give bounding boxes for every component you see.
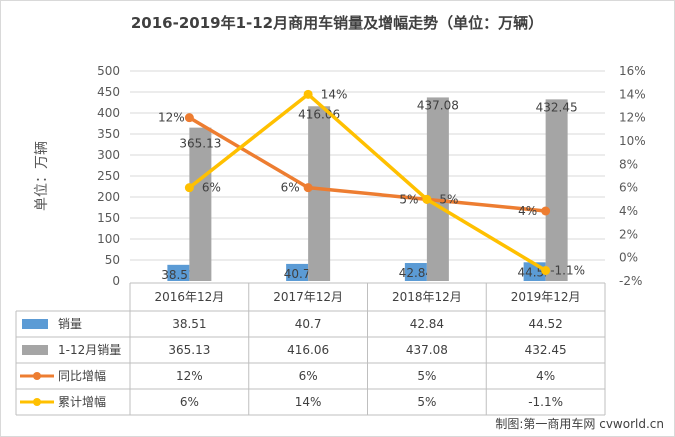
line-data-label: 12%: [158, 111, 185, 125]
bar-cumulative: [426, 97, 449, 282]
y2-tick-label: 0%: [619, 251, 638, 265]
y-axis-label: 单位：万辆: [34, 141, 50, 211]
y-tick-label: 150: [97, 211, 120, 225]
table-cell: 6%: [180, 395, 199, 409]
y2-tick-label: 16%: [619, 64, 646, 78]
y-tick-label: 200: [97, 190, 120, 204]
bars: 38.51365.1340.7416.0642.84437.0844.52432…: [161, 97, 578, 282]
category-label: 2017年12月: [273, 290, 343, 304]
legend-marker: [33, 372, 41, 380]
bar-data-label: 432.45: [536, 100, 578, 114]
series-line: [188, 116, 546, 213]
bar-cumulative: [545, 99, 568, 281]
table-cell: 6%: [299, 369, 318, 383]
y-tick-label: 400: [97, 106, 120, 120]
legend-label: 同比增幅: [58, 368, 106, 383]
line-data-label: 6%: [202, 181, 221, 195]
right-axis-ticks: 16% 14% 12% 10% 8% 6% 4% 2% 0% -2%: [619, 64, 646, 288]
legend-label: 累计增幅: [58, 394, 106, 409]
category-label: 2018年12月: [392, 290, 462, 304]
table-cell: 40.7: [295, 317, 322, 331]
y-tick-label: 50: [105, 253, 120, 267]
line-point: [303, 183, 313, 193]
y-tick-label: 450: [97, 85, 120, 99]
table-cell: 416.06: [287, 343, 329, 357]
y-tick-label: 300: [97, 148, 120, 162]
bar-cumulative: [189, 127, 212, 281]
line-point: [422, 194, 432, 204]
y2-tick-label: 6%: [619, 181, 638, 195]
y-tick-label: 100: [97, 232, 120, 246]
y2-tick-label: 14%: [619, 87, 646, 101]
chart-title: 2016-2019年1-12月商用车销量及增幅走势（单位：万辆）: [131, 14, 543, 32]
bar-data-label: 38.51: [161, 268, 195, 282]
legend-swatch: [22, 345, 48, 355]
line-point: [541, 266, 551, 275]
line-data-label: -1.1%: [550, 264, 585, 278]
line-point: [184, 113, 194, 123]
bar-data-label: 40.7: [284, 267, 311, 281]
table-cell: 5%: [417, 395, 436, 409]
bar-data-label: 365.13: [179, 137, 221, 151]
line-data-label: 5%: [439, 192, 458, 206]
y2-tick-label: 2%: [619, 227, 638, 241]
category-label: 2019年12月: [511, 290, 581, 304]
legend-swatch: [22, 319, 48, 329]
bar-monthly: [404, 263, 427, 281]
table-cell: 14%: [295, 395, 322, 409]
line-point: [541, 206, 551, 216]
credit-text: 制图:第一商用车网 cvworld.cn: [495, 416, 664, 431]
y-tick-label: 250: [97, 169, 120, 183]
table-cell: 44.52: [528, 317, 562, 331]
legend-label: 销量: [58, 317, 82, 331]
table-cell: 12%: [176, 369, 203, 383]
y2-tick-label: 4%: [619, 204, 638, 218]
y2-tick-label: 12%: [619, 111, 646, 125]
lines: 12% 6% 5% 4% 6% 14% 5% -1.1%: [158, 87, 585, 277]
table-cell: 365.13: [168, 343, 210, 357]
category-label: 2016年12月: [154, 290, 224, 304]
table-cell: 42.84: [410, 317, 444, 331]
bar-data-label: 416.06: [298, 107, 340, 121]
bar-cumulative: [308, 106, 331, 282]
line-point: [184, 183, 194, 193]
legend-marker: [33, 398, 41, 406]
y-tick-label: 350: [97, 127, 120, 141]
line-data-label: 14%: [321, 87, 348, 101]
table-cell: 4%: [536, 369, 555, 383]
table-cell: 437.08: [406, 343, 448, 357]
y-tick-label: 0: [112, 274, 120, 288]
bar-monthly: [167, 264, 190, 281]
table-cell: 38.51: [172, 317, 206, 331]
y2-tick-label: 8%: [619, 157, 638, 171]
line-point: [303, 89, 313, 99]
table-cell: 432.45: [525, 343, 567, 357]
y2-tick-label: 10%: [619, 134, 646, 148]
bar-data-label: 437.08: [417, 98, 459, 112]
bar-data-label: 42.84: [399, 266, 433, 280]
line-data-label: 6%: [281, 181, 300, 195]
legend-label: 1-12月销量: [58, 343, 121, 357]
table-cell: 5%: [417, 369, 436, 383]
y2-tick-label: -2%: [619, 274, 642, 288]
line-data-label: 5%: [399, 192, 418, 206]
y-tick-label: 500: [97, 64, 120, 78]
series-line: [188, 92, 547, 273]
table-cell: -1.1%: [528, 395, 563, 409]
line-data-label: 4%: [518, 204, 537, 218]
bar-monthly: [286, 263, 309, 281]
